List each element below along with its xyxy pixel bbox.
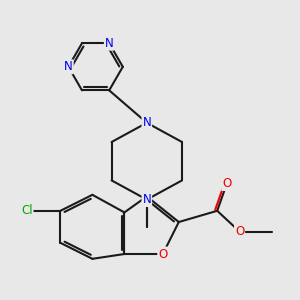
Text: N: N	[64, 60, 73, 73]
Text: O: O	[235, 225, 244, 238]
Text: O: O	[222, 177, 231, 190]
Text: O: O	[158, 248, 167, 260]
Text: Cl: Cl	[21, 204, 33, 217]
Text: N: N	[142, 193, 151, 206]
Text: N: N	[142, 116, 151, 129]
Text: N: N	[105, 37, 114, 50]
